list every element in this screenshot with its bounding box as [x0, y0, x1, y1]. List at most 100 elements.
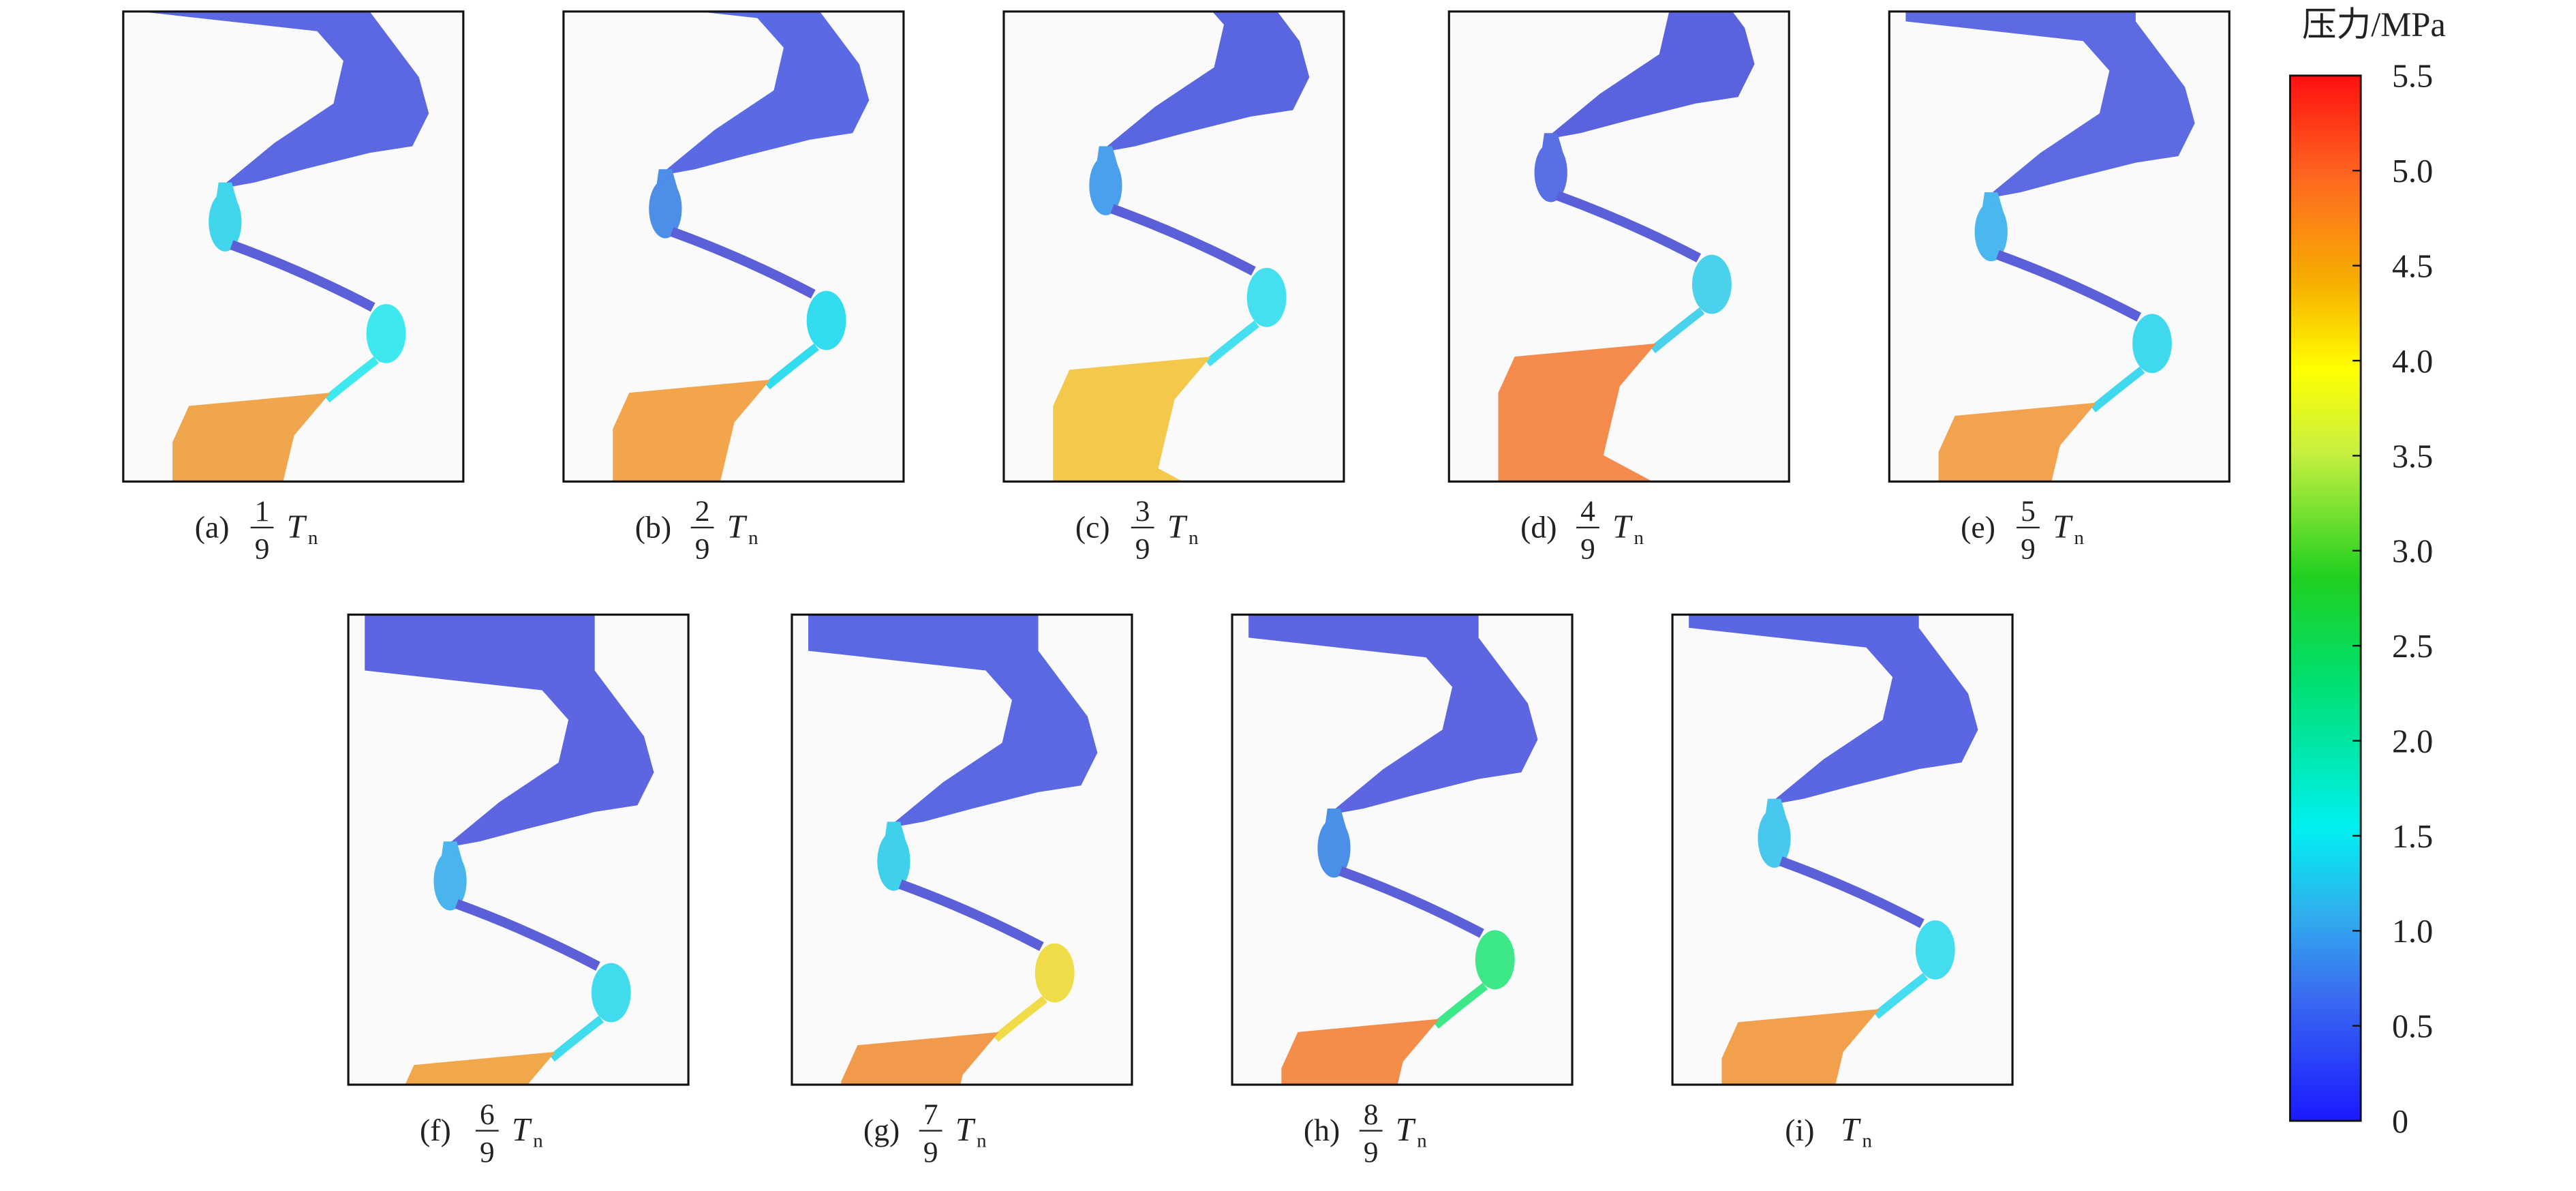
flow-shapes: [808, 614, 1098, 1085]
colorbar-tick-label: 1.5: [2392, 819, 2433, 855]
channel: [2090, 366, 2145, 412]
high-region: [1099, 11, 1310, 153]
caption-tag: (c): [1075, 509, 1110, 544]
channel: [1650, 307, 1705, 354]
lobe: [433, 851, 467, 911]
flow-shapes: [139, 11, 429, 482]
flow-field: [1248, 614, 1538, 1085]
fraction-numerator: 5: [2021, 495, 2036, 528]
colorbar-tick-label: 5.5: [2392, 59, 2433, 95]
lobe: [1974, 202, 2008, 262]
flow-field: [1689, 614, 1978, 1085]
flow-field: [808, 614, 1098, 1085]
flow-shapes: [1053, 11, 1310, 482]
period-symbol: T: [955, 1112, 976, 1148]
panel: [1447, 10, 1790, 483]
flow-shapes: [1905, 11, 2195, 482]
channel: [1873, 973, 1929, 1019]
fraction-numerator: 4: [1580, 495, 1595, 528]
fraction-denominator: 9: [255, 533, 270, 566]
lobe: [877, 831, 910, 891]
panel-frame: [1447, 10, 1790, 483]
channel: [1433, 982, 1488, 1029]
lobe: [1758, 809, 1791, 868]
period-subscript: n: [533, 1130, 543, 1152]
low-region: [172, 393, 331, 482]
colorbar-tick-label: 2.0: [2392, 723, 2433, 759]
flow-field: [1905, 11, 2195, 482]
period-symbol: T: [287, 509, 307, 545]
flow-shapes: [365, 614, 654, 1085]
caption-tag: (f): [420, 1113, 451, 1147]
high-region: [658, 11, 870, 176]
panel: [1888, 10, 2230, 483]
channel: [1779, 856, 1925, 929]
high-region: [1544, 11, 1755, 140]
high-region: [1905, 11, 2195, 199]
high-region: [139, 11, 429, 190]
panel-frame: [1888, 10, 2230, 483]
channel: [993, 995, 1047, 1042]
panel-frame: [791, 614, 1133, 1086]
flow-field: [1498, 11, 1755, 482]
panel: [1231, 614, 1574, 1086]
lobe: [1317, 818, 1351, 878]
panel-frame: [1002, 10, 1345, 483]
panel-bg: [348, 614, 689, 1085]
flow-field: [365, 614, 654, 1085]
colorbar-tick-label: 5.0: [2392, 153, 2433, 190]
lobe: [1089, 156, 1122, 215]
lobe: [649, 179, 682, 239]
period-symbol: T: [512, 1112, 532, 1148]
panel: [791, 614, 1133, 1086]
caption-tag: (e): [1961, 509, 1995, 544]
period-subscript: n: [2074, 527, 2084, 549]
channel: [1995, 250, 2142, 322]
panel: [122, 10, 465, 483]
fraction-numerator: 1: [255, 495, 270, 528]
panel-frame: [562, 10, 905, 483]
period-subscript: n: [308, 527, 318, 549]
colorbar-tick-label: 0.5: [2392, 1009, 2433, 1045]
caption-tag: (h): [1304, 1113, 1340, 1147]
high-region: [1248, 614, 1538, 815]
caption-tag: (b): [635, 509, 671, 544]
period-symbol: T: [1167, 509, 1188, 545]
colorbar-tick-label: 2.5: [2392, 629, 2433, 665]
low-region: [841, 1031, 999, 1085]
channel: [670, 227, 816, 299]
colorbar: [2289, 74, 2362, 1122]
colorbar-tick-label: 4.5: [2392, 249, 2433, 285]
period-symbol: T: [2053, 509, 2073, 545]
low-region: [1281, 1019, 1439, 1085]
low-region: [405, 1051, 555, 1085]
lobe: [209, 192, 242, 252]
period-subscript: n: [748, 527, 758, 549]
colorbar-title: 压力/MPa: [2302, 5, 2446, 44]
fraction-denominator: 9: [695, 533, 710, 566]
lobe: [1475, 930, 1515, 990]
fraction-denominator: 9: [480, 1136, 495, 1169]
low-region: [1053, 357, 1211, 482]
flow-shapes: [613, 11, 870, 482]
period-symbol: T: [1612, 509, 1633, 545]
low-region: [613, 379, 771, 482]
lobe: [2132, 314, 2172, 374]
colorbar-tick-label: 4.0: [2392, 344, 2433, 380]
colorbar-tick-label: 0: [2392, 1104, 2408, 1140]
channel: [549, 1015, 604, 1062]
high-region: [1689, 614, 1978, 806]
lobe: [1034, 943, 1075, 1003]
fraction-denominator: 9: [1580, 533, 1595, 566]
channel: [898, 879, 1044, 951]
period-subscript: n: [977, 1130, 987, 1152]
channel: [1338, 866, 1484, 938]
high-region: [365, 614, 654, 848]
panel-frame: [1671, 614, 2014, 1086]
channel: [764, 343, 819, 390]
flow-shapes: [1248, 614, 1538, 1085]
lobe: [1692, 254, 1732, 314]
channel: [455, 899, 600, 971]
